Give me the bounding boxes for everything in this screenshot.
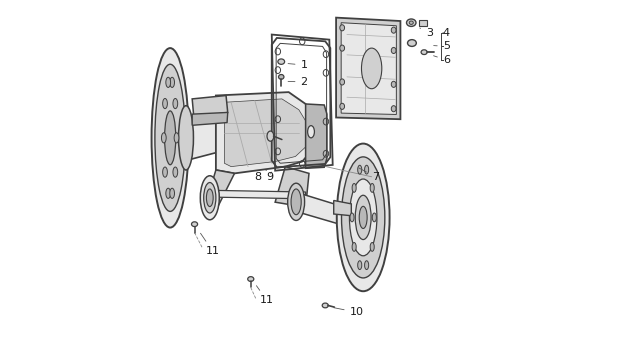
Ellipse shape — [358, 261, 362, 270]
Text: 11: 11 — [200, 233, 220, 256]
Ellipse shape — [340, 45, 345, 51]
Ellipse shape — [365, 261, 369, 270]
Ellipse shape — [170, 188, 174, 198]
Text: 4: 4 — [442, 28, 450, 38]
Ellipse shape — [365, 165, 369, 174]
Ellipse shape — [391, 106, 396, 112]
Ellipse shape — [370, 242, 375, 251]
Ellipse shape — [267, 131, 274, 141]
Ellipse shape — [163, 167, 167, 177]
Ellipse shape — [291, 189, 301, 215]
Text: 3: 3 — [420, 28, 433, 38]
Text: 11: 11 — [256, 286, 274, 305]
Ellipse shape — [322, 303, 328, 308]
Ellipse shape — [362, 48, 382, 89]
Ellipse shape — [170, 77, 174, 87]
Ellipse shape — [340, 103, 345, 109]
Ellipse shape — [407, 19, 416, 27]
Polygon shape — [211, 190, 306, 199]
Ellipse shape — [308, 126, 315, 138]
Ellipse shape — [352, 184, 356, 192]
Ellipse shape — [391, 47, 396, 53]
Text: 2: 2 — [288, 77, 308, 87]
Polygon shape — [306, 104, 327, 168]
Polygon shape — [192, 113, 228, 125]
Polygon shape — [334, 201, 351, 216]
Ellipse shape — [192, 222, 198, 226]
Bar — [419, 20, 427, 26]
Ellipse shape — [355, 195, 371, 240]
Ellipse shape — [173, 167, 178, 177]
Ellipse shape — [174, 133, 179, 143]
Ellipse shape — [179, 106, 193, 170]
Ellipse shape — [337, 143, 389, 291]
Ellipse shape — [359, 206, 367, 228]
Text: 8: 8 — [254, 170, 267, 182]
Polygon shape — [187, 115, 221, 160]
Polygon shape — [341, 23, 396, 115]
Text: 6: 6 — [434, 55, 450, 65]
Text: 5: 5 — [434, 41, 450, 51]
Ellipse shape — [352, 242, 356, 251]
Ellipse shape — [372, 213, 376, 222]
Ellipse shape — [391, 27, 396, 33]
Ellipse shape — [248, 277, 254, 282]
Ellipse shape — [164, 111, 176, 165]
Ellipse shape — [166, 77, 171, 87]
Ellipse shape — [279, 74, 284, 79]
Ellipse shape — [161, 133, 166, 143]
Ellipse shape — [287, 183, 305, 220]
Ellipse shape — [421, 50, 427, 54]
Text: 9: 9 — [267, 172, 274, 182]
Polygon shape — [275, 167, 309, 207]
Ellipse shape — [151, 48, 188, 227]
Ellipse shape — [358, 165, 362, 174]
Ellipse shape — [350, 213, 354, 222]
Ellipse shape — [407, 40, 417, 46]
Ellipse shape — [391, 81, 396, 87]
Ellipse shape — [155, 64, 185, 211]
Ellipse shape — [349, 179, 377, 256]
Polygon shape — [206, 170, 234, 207]
Text: 1: 1 — [288, 60, 308, 70]
Ellipse shape — [342, 157, 385, 278]
Ellipse shape — [278, 59, 285, 64]
Ellipse shape — [204, 183, 216, 213]
Ellipse shape — [173, 99, 178, 108]
Polygon shape — [216, 92, 312, 173]
Text: 7: 7 — [359, 168, 379, 182]
Polygon shape — [336, 18, 400, 119]
Ellipse shape — [163, 99, 167, 108]
Ellipse shape — [200, 176, 219, 220]
Ellipse shape — [206, 189, 213, 207]
Polygon shape — [224, 99, 306, 167]
Ellipse shape — [409, 21, 413, 24]
Ellipse shape — [370, 184, 375, 192]
Polygon shape — [295, 192, 339, 224]
Polygon shape — [192, 96, 228, 118]
Ellipse shape — [340, 79, 345, 85]
Ellipse shape — [166, 188, 171, 198]
Text: 10: 10 — [334, 307, 363, 317]
Ellipse shape — [340, 25, 345, 31]
